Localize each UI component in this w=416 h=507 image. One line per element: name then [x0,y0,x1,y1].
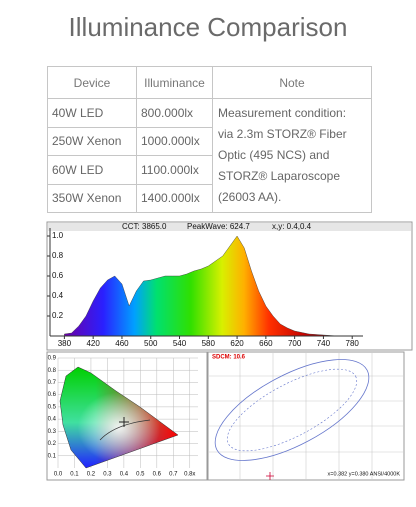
x-tick-label: 740 [317,339,331,348]
note-line: Measurement condition: [218,106,347,120]
x-tick-label: 660 [259,339,273,348]
x-tick-label: 620 [230,339,244,348]
note-line: STORZ® Laparoscope [218,169,341,183]
column-header: Device [47,66,137,99]
y-tick-label: 0.9 [48,356,57,362]
row: 250W Xenon 1000.000lx [47,126,372,156]
cell: 1400.000lx [136,183,213,213]
x-tick-label: 0.6 [153,472,162,478]
note-cell: Measurement condition: via 2.3m STORZ® F… [212,98,372,213]
x-tick-label: 0.5 [136,472,145,478]
ellipse-inner [226,368,358,452]
column-header: Note [212,66,372,99]
cell: 800.000lx [136,98,213,128]
x-tick-label: 0.7 [169,472,178,478]
x-tick-label: 500 [144,339,158,348]
row: 60W LED 1100.000lx [47,155,372,185]
spectrum-header [48,223,411,231]
y-tick-label: 0.5 [48,404,57,410]
y-tick-label: 0.7 [48,380,57,386]
peak-label: PeakWave: 624.7 [187,222,250,231]
x-tick-label: 0.0 [54,472,63,478]
page-title: Illuminance Comparison [68,12,348,42]
cell: 250W Xenon [47,126,137,156]
planckian-locus [99,419,151,441]
x-tick-label: 0.8x [184,472,195,478]
ellipse-outer [214,359,370,461]
cct-label: CCT: 3865.0 [122,222,167,231]
x-tick-label: 780 [346,339,360,348]
comparison-table: Device Illuminance Note 40W LED 800.000l… [47,66,372,213]
note-line: Optic (495 NCS) and [218,148,330,162]
note-line: via 2.3m STORZ® Fiber [218,127,347,141]
x-tick-label: 700 [288,339,302,348]
header-row: Device Illuminance Note [47,66,372,99]
y-tick-label: 0.3 [48,429,57,435]
x-tick-label: 380 [58,339,72,348]
y-tick-label: 0.4 [52,291,64,300]
y-tick-label: 0.6 [48,392,57,398]
y-tick-label: 0.1 [48,453,57,459]
cell: 1000.000lx [136,126,213,156]
sdcm-label: SDCM: 10.6 [212,355,246,361]
y-tick-label: 0.2 [52,311,64,320]
sdcm-grid [208,352,404,480]
cell: 60W LED [47,155,137,185]
x-tick-label: 460 [115,339,129,348]
point-marker [266,472,274,480]
x-tick-label: 0.3 [103,472,112,478]
y-tick-label: 0.8 [52,251,64,260]
x-tick-label: 420 [86,339,100,348]
row: 40W LED 800.000lx Measurement condition:… [47,98,372,213]
x-tick-label: 540 [173,339,187,348]
row: 350W Xenon 1400.000lx [47,183,372,213]
measured-point [119,417,129,427]
y-tick-label: 0.2 [48,441,57,447]
xy-label: x,y: 0.4,0.4 [272,222,312,231]
y-tick-label: 0.8 [48,368,57,374]
column-header: Illuminance [136,66,213,99]
y-tick-label: 0.4 [48,417,57,423]
x-tick-label: 580 [202,339,216,348]
locus-white [59,366,179,469]
spectrum-area [64,235,338,337]
sdcm-reading: x=0.382 y=0.380 ANSI/4000K [328,471,401,477]
note-line: (26003 AA). [218,190,282,204]
y-tick-label: 1.0 [52,231,64,240]
x-tick-label: 0.2 [87,472,96,478]
y-tick-label: 0.6 [52,271,64,280]
x-tick-label: 0.4 [120,472,129,478]
cell: 1100.000lx [136,155,213,185]
x-tick-label: 0.1 [70,472,79,478]
cie-locus [59,366,179,469]
